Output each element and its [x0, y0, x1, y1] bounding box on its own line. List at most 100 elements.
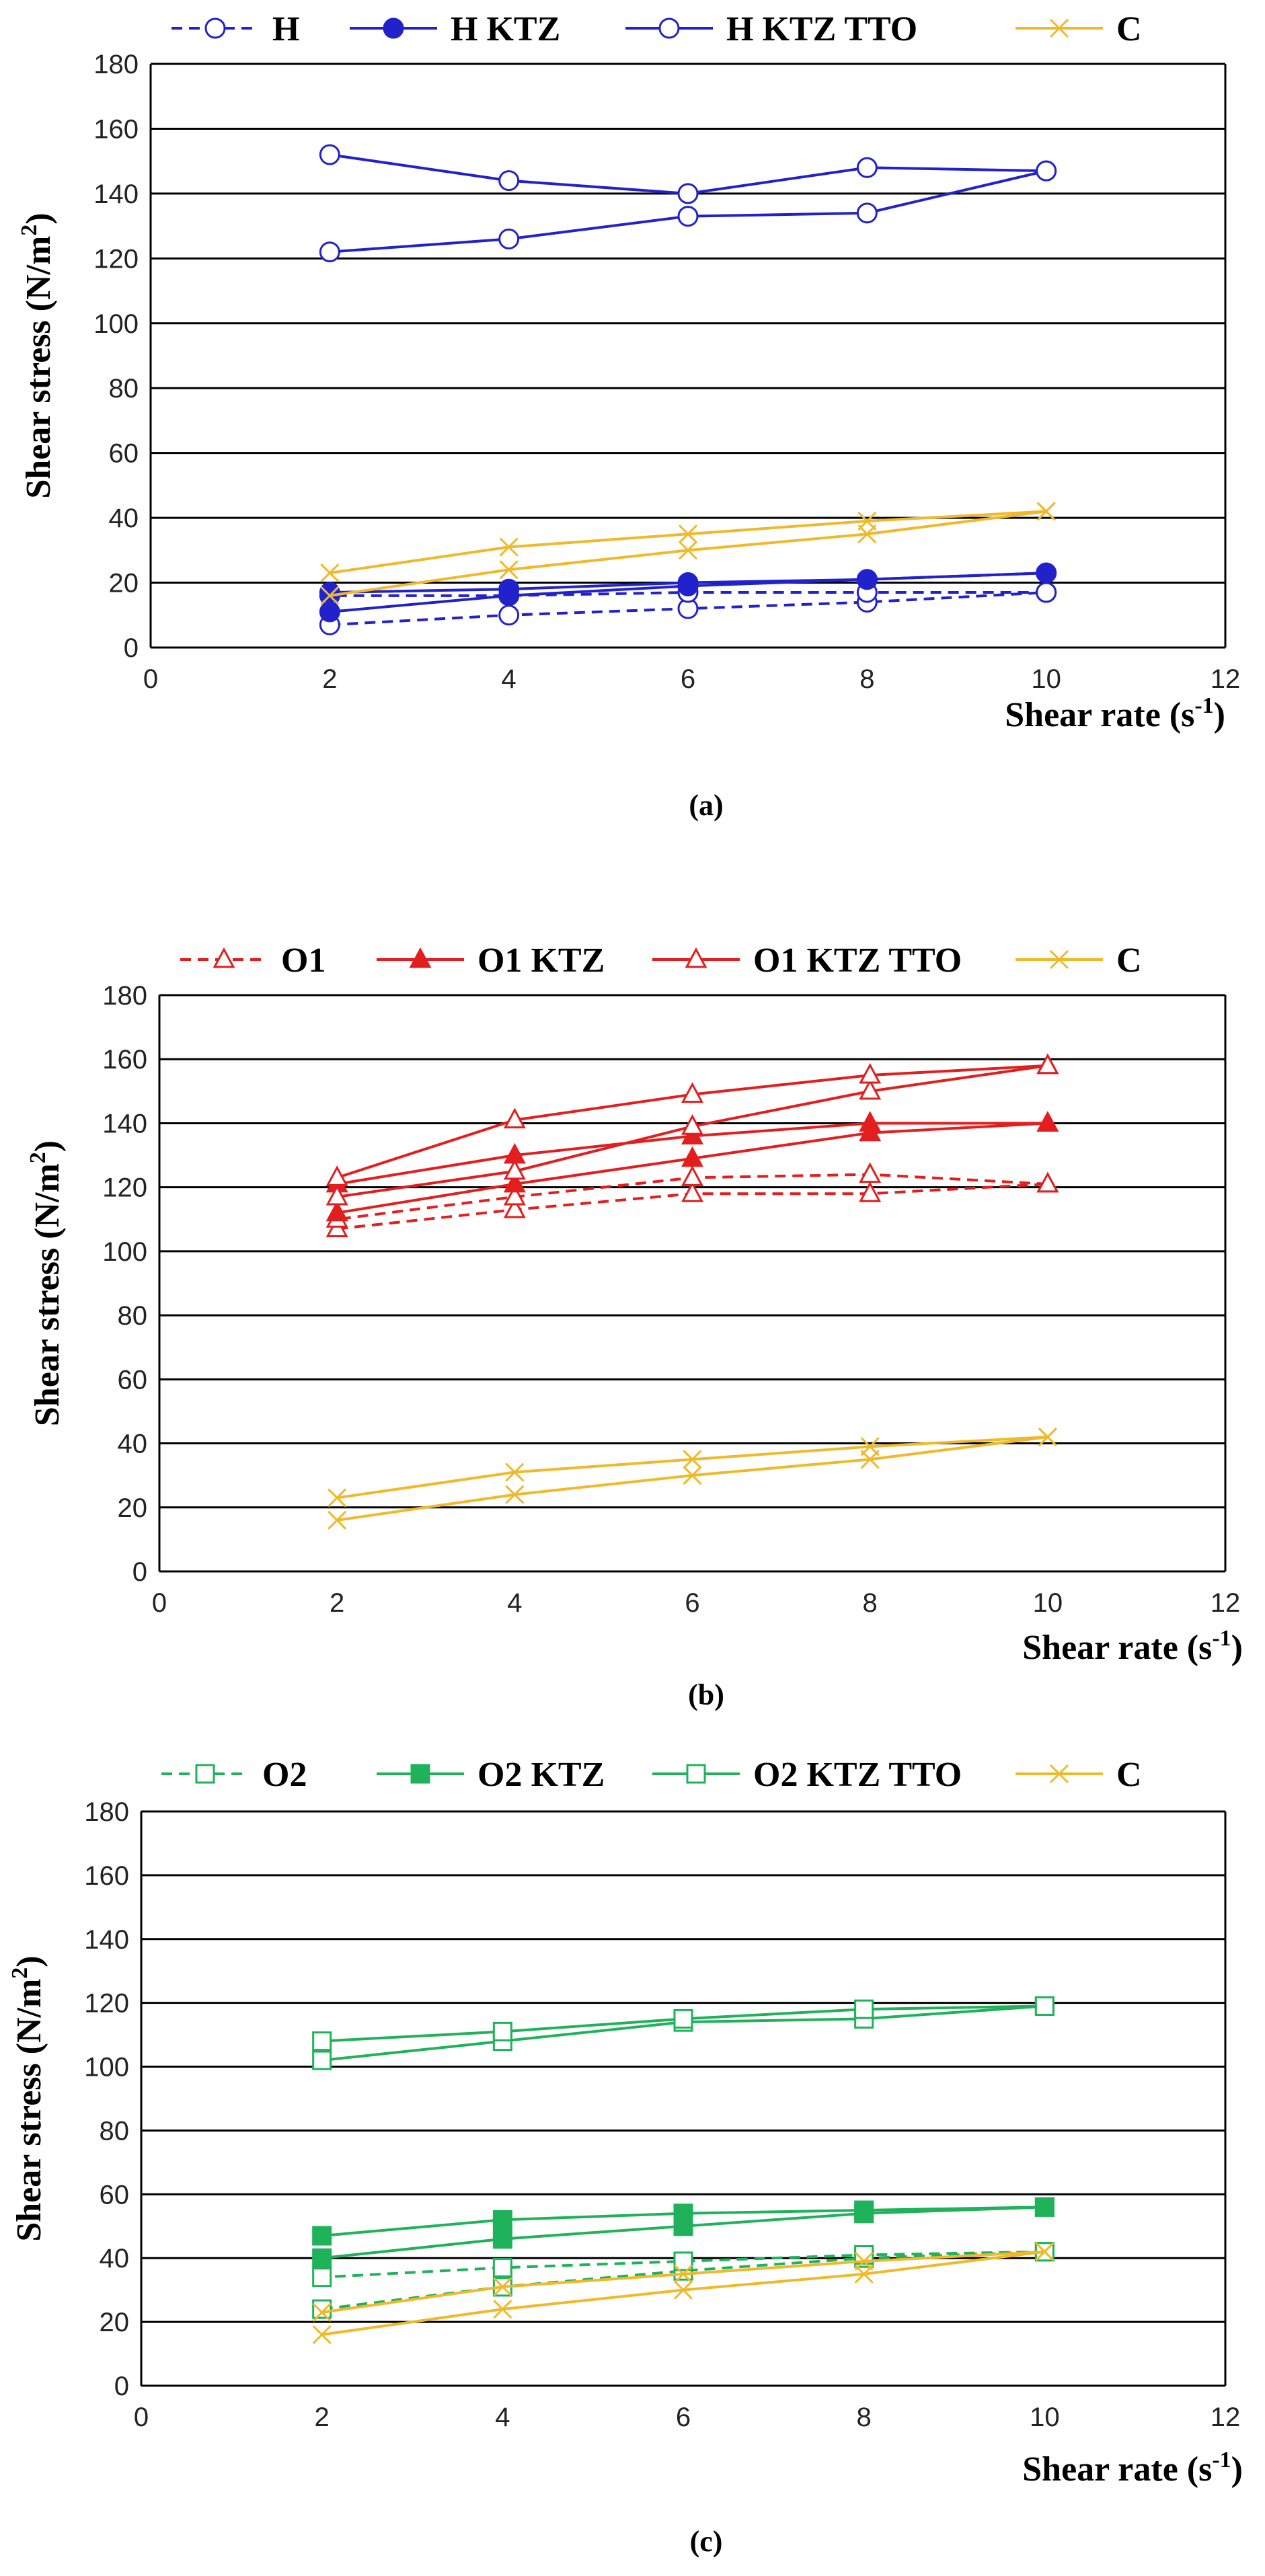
data-point — [320, 586, 340, 605]
x-tick-label: 0 — [152, 1588, 167, 1618]
x-tick-label: 6 — [681, 664, 695, 694]
legend-marker — [410, 1764, 430, 1784]
chart-b: 0 20 40 60 80 100 120 140 160 180 0 2 4 6 8 10 12 O1 O1 KT… — [26, 941, 1243, 1711]
data-point — [673, 2280, 693, 2300]
data-point — [1034, 1996, 1055, 2016]
y-tick-label: 180 — [84, 1797, 129, 1827]
data-point — [683, 1466, 702, 1485]
x-tick-label: 6 — [676, 2403, 691, 2432]
data-point — [328, 1488, 347, 1508]
x-tick-label: 4 — [507, 1588, 522, 1618]
y-axis-label: Shear stress (N/m2) — [7, 1955, 48, 2241]
series-o2-ktz — [312, 2197, 1055, 2268]
data-point — [1034, 2197, 1055, 2217]
x-tick-label: 8 — [863, 1588, 878, 1618]
data-point — [857, 511, 877, 531]
data-point — [505, 1462, 525, 1482]
x-tick-label: 12 — [1211, 2403, 1241, 2432]
data-point — [854, 2200, 874, 2220]
x-axis-label: Shear rate (s-1) — [1022, 2448, 1243, 2489]
data-point — [681, 1146, 704, 1167]
legend: O1 O1 KTZ O1 KTZ TTO C — [180, 941, 1142, 980]
y-tick-label: 60 — [118, 1365, 148, 1395]
series-c — [328, 1427, 1057, 1530]
legend-label: O1 KTZ — [477, 941, 605, 980]
chart-c: 0 20 40 60 80 100 120 140 160 180 0 2 4 6 8 10 12 O2 O2 KT… — [7, 1756, 1243, 2558]
data-point — [1036, 1111, 1059, 1132]
data-point — [677, 572, 699, 594]
data-point — [1038, 1427, 1057, 1447]
data-point — [498, 228, 520, 249]
data-point — [492, 2021, 512, 2041]
data-point — [325, 1184, 348, 1206]
chart-panel-c: 0 20 40 60 80 100 120 140 160 180 0 2 4 6 8 10 12 O2 O2 KT… — [0, 1717, 1265, 2576]
legend-item: O2 KTZ TTO — [652, 1756, 962, 1794]
data-point — [856, 157, 878, 178]
legend-item: O2 KTZ — [377, 1756, 605, 1794]
legend-item: C — [1015, 1756, 1142, 1794]
panel-caption: (a) — [689, 789, 723, 822]
legend-item: O1 KTZ — [377, 941, 605, 980]
legend-marker — [204, 17, 226, 39]
x-tick-label: 0 — [134, 2403, 149, 2432]
chart-panel-a: 0 20 40 60 80 100 120 140 160 180 0 2 4 6 8 10 12 H H KTZ H… — [0, 0, 1265, 859]
series-line-down — [336, 1436, 1048, 1499]
legend-label: H KTZ — [451, 10, 560, 48]
data-point — [328, 1510, 347, 1530]
data-point — [859, 1079, 882, 1100]
data-point — [319, 601, 340, 623]
data-point — [319, 144, 340, 165]
series-o1 — [325, 1162, 1059, 1238]
data-point — [678, 524, 698, 544]
x-axis-label: Shear rate (s-1) — [1022, 1626, 1243, 1667]
data-point — [319, 582, 340, 603]
legend-label: O1 — [281, 941, 325, 980]
legend-marker — [1049, 18, 1069, 38]
data-point — [677, 206, 699, 227]
legend-marker — [213, 947, 235, 968]
legend-item: O1 — [180, 941, 325, 980]
data-point — [1036, 582, 1057, 603]
y-tick-label: 0 — [132, 1557, 147, 1587]
x-tick-label: 2 — [322, 664, 337, 694]
data-point — [319, 241, 340, 263]
legend-item: H KTZ — [350, 10, 560, 48]
data-point — [860, 1437, 880, 1456]
y-tick-label: 120 — [84, 1989, 129, 2019]
legend-marker — [1049, 1764, 1069, 1784]
data-point — [492, 2257, 512, 2277]
data-point — [493, 2277, 512, 2296]
data-point — [1036, 1171, 1059, 1193]
y-tick-label: 100 — [102, 1237, 147, 1267]
data-point — [320, 563, 340, 583]
series-c — [320, 502, 1056, 605]
legend-label: O2 — [262, 1756, 307, 1794]
y-tick-label: 40 — [109, 504, 139, 533]
x-tick-label: 6 — [685, 1588, 699, 1618]
data-point — [677, 183, 699, 204]
legend-marker — [409, 947, 432, 968]
series-o1-ktz-tto — [325, 1053, 1059, 1206]
y-tick-label: 160 — [102, 1045, 147, 1075]
series-h-ktz-tto — [319, 144, 1057, 263]
legend-item: O1 KTZ TTO — [652, 941, 962, 980]
legend-marker — [658, 17, 680, 39]
data-point — [859, 1111, 882, 1132]
y-tick-label: 40 — [118, 1430, 148, 1459]
data-point — [312, 2299, 332, 2319]
legend-label: C — [1116, 1756, 1142, 1794]
y-tick-label: 140 — [102, 1109, 147, 1138]
legend-marker — [383, 17, 404, 39]
data-point — [503, 1107, 526, 1129]
series-o1-ktz — [325, 1111, 1059, 1222]
data-point — [492, 2210, 512, 2230]
y-tick-label: 140 — [84, 1925, 129, 1955]
x-tick-label: 12 — [1211, 1588, 1241, 1618]
series-line-down — [321, 2250, 1045, 2279]
y-tick-label: 80 — [118, 1301, 148, 1331]
y-tick-label: 60 — [100, 2180, 130, 2210]
data-point — [673, 2264, 693, 2284]
data-point — [859, 1181, 882, 1202]
data-point — [312, 2050, 332, 2070]
